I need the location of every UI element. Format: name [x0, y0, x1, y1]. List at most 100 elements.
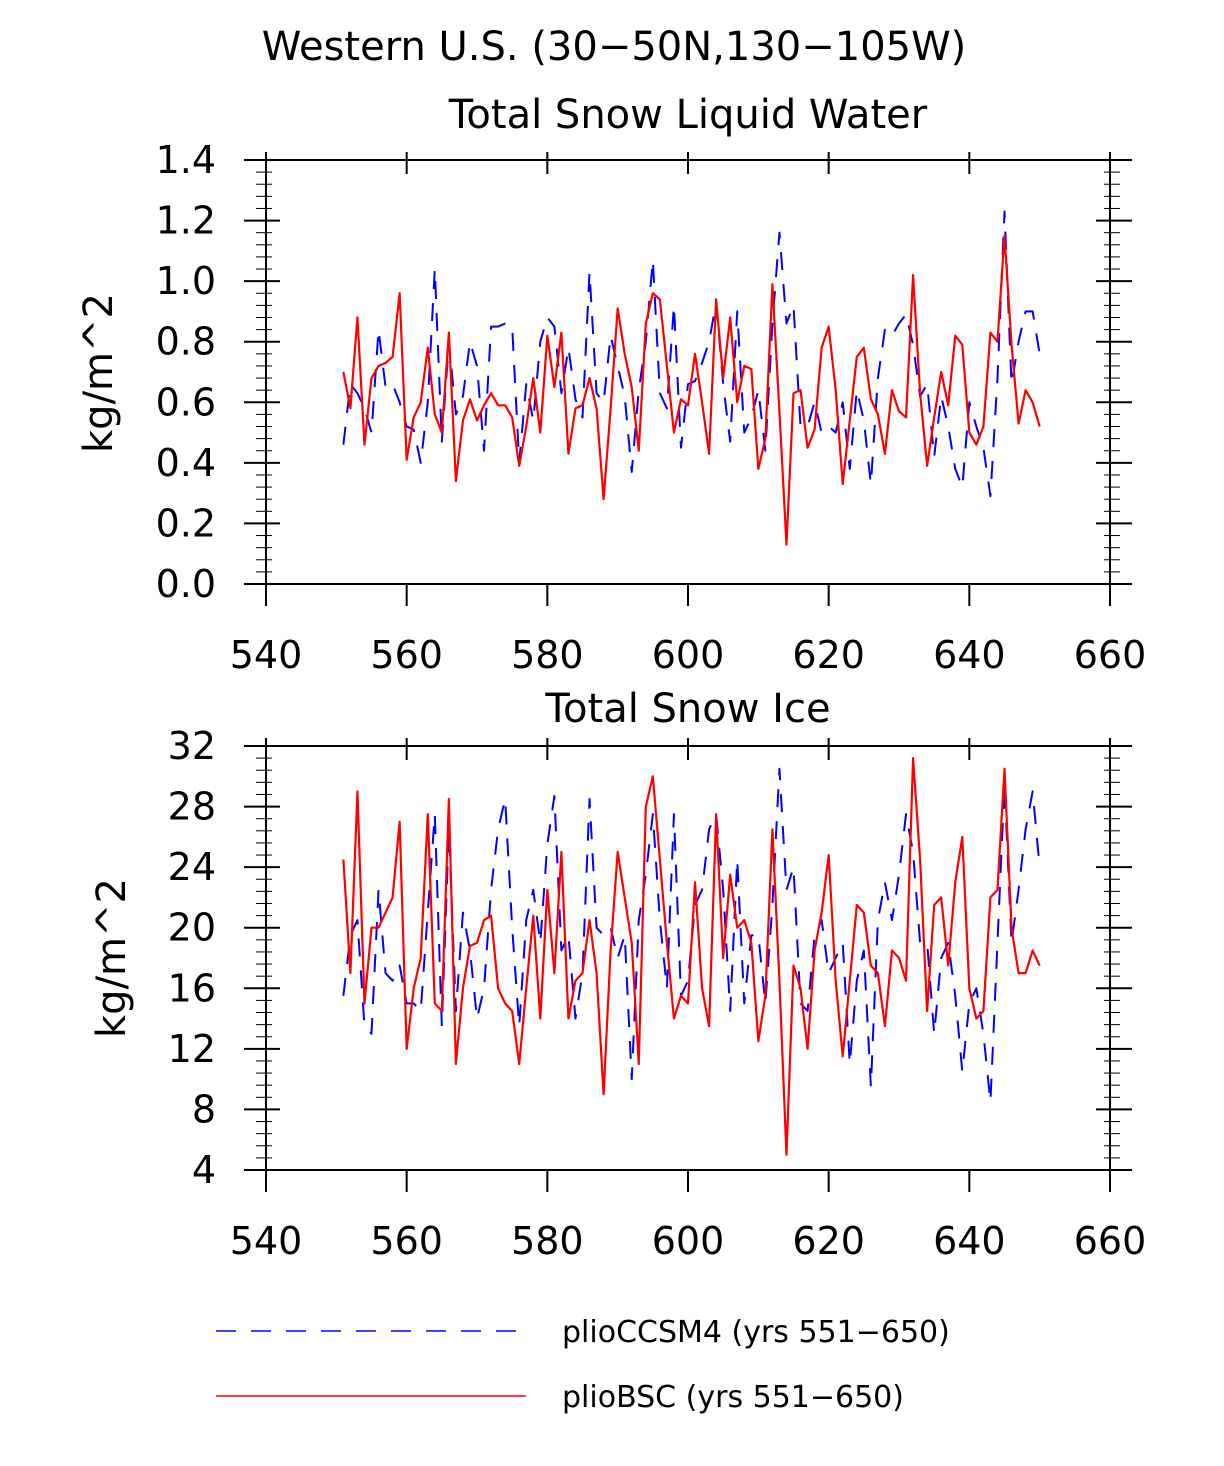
data-point-pliobsc	[596, 972, 598, 974]
data-point-pliobsc	[933, 417, 935, 419]
data-point-plioccsm4	[990, 495, 992, 497]
data-point-pliobsc	[969, 432, 971, 434]
data-point-plioccsm4	[638, 389, 640, 391]
data-point-pliobsc	[420, 401, 422, 403]
data-point-plioccsm4	[455, 414, 457, 416]
data-point-pliobsc	[413, 417, 415, 419]
y-axis-label-liquid-water: kg/m^2	[76, 293, 122, 453]
data-point-plioccsm4	[596, 392, 598, 394]
data-point-plioccsm4	[357, 919, 359, 921]
data-point-pliobsc	[378, 365, 380, 367]
data-point-plioccsm4	[969, 1003, 971, 1005]
data-point-plioccsm4	[849, 1063, 851, 1065]
x-tick-label: 600	[652, 1219, 725, 1263]
data-point-pliobsc	[364, 1003, 366, 1005]
data-point-plioccsm4	[582, 417, 584, 419]
data-point-plioccsm4	[1025, 828, 1027, 830]
data-point-plioccsm4	[1032, 311, 1034, 313]
data-point-pliobsc	[371, 377, 373, 379]
data-point-pliobsc	[940, 371, 942, 373]
data-point-plioccsm4	[687, 383, 689, 385]
data-point-plioccsm4	[758, 389, 760, 391]
data-point-plioccsm4	[652, 813, 654, 815]
data-point-plioccsm4	[905, 813, 907, 815]
data-point-plioccsm4	[554, 795, 556, 797]
x-tick-label: 560	[370, 633, 443, 677]
data-point-pliobsc	[645, 323, 647, 325]
data-point-plioccsm4	[420, 1010, 422, 1012]
data-point-plioccsm4	[483, 450, 485, 452]
data-point-pliobsc	[455, 480, 457, 482]
data-point-plioccsm4	[722, 889, 724, 891]
data-point-plioccsm4	[462, 395, 464, 397]
data-point-plioccsm4	[708, 341, 710, 343]
data-point-plioccsm4	[497, 326, 499, 328]
data-point-pliobsc	[427, 347, 429, 349]
data-point-pliobsc	[708, 453, 710, 455]
y-tick-label: 0.2	[156, 501, 216, 545]
data-point-pliobsc	[969, 987, 971, 989]
data-point-plioccsm4	[610, 335, 612, 337]
data-point-pliobsc	[1039, 965, 1041, 967]
data-point-pliobsc	[490, 392, 492, 394]
x-tick-label: 660	[1074, 633, 1147, 677]
data-point-pliobsc	[343, 859, 345, 861]
data-point-plioccsm4	[603, 401, 605, 403]
data-point-pliobsc	[736, 927, 738, 929]
data-point-pliobsc	[765, 438, 767, 440]
x-tick-label: 580	[511, 633, 584, 677]
legend: plioCCSM4 (yrs 551−650) plioBSC (yrs 551…	[216, 1315, 950, 1415]
data-point-plioccsm4	[518, 1025, 520, 1027]
data-point-plioccsm4	[1025, 311, 1027, 313]
ticks-liquid-water: 540 560 580 600 620 640 660 0.0 0.2 0.4 0.6 0.8 1.0 1…	[156, 138, 1147, 677]
data-point-pliobsc	[666, 365, 668, 367]
x-tick-label: 540	[230, 633, 303, 677]
data-point-pliobsc	[877, 414, 879, 416]
data-point-pliobsc	[673, 1018, 675, 1020]
panel-title-liquid-water: Total Snow Liquid Water	[448, 92, 928, 138]
data-point-pliobsc	[575, 980, 577, 982]
data-point-pliobsc	[947, 405, 949, 407]
y-tick-label: 0.8	[156, 320, 216, 364]
data-point-plioccsm4	[504, 798, 506, 800]
data-point-plioccsm4	[701, 889, 703, 891]
data-point-plioccsm4	[378, 329, 380, 331]
data-point-pliobsc	[758, 468, 760, 470]
data-point-plioccsm4	[371, 432, 373, 434]
data-point-pliobsc	[343, 371, 345, 373]
data-point-plioccsm4	[736, 859, 738, 861]
data-point-plioccsm4	[898, 323, 900, 325]
y-tick-label: 0.4	[156, 441, 216, 485]
data-point-plioccsm4	[378, 889, 380, 891]
data-point-pliobsc	[434, 1003, 436, 1005]
data-point-pliobsc	[469, 945, 471, 947]
data-point-plioccsm4	[392, 383, 394, 385]
data-point-plioccsm4	[624, 395, 626, 397]
data-point-pliobsc	[547, 889, 549, 891]
data-point-plioccsm4	[800, 1003, 802, 1005]
data-point-plioccsm4	[751, 934, 753, 936]
data-point-pliobsc	[610, 408, 612, 410]
data-point-plioccsm4	[504, 323, 506, 325]
data-point-plioccsm4	[532, 889, 534, 891]
plot-frame-liquid-water	[265, 159, 1111, 585]
data-point-plioccsm4	[947, 942, 949, 944]
data-point-pliobsc	[540, 1018, 542, 1020]
data-point-pliobsc	[793, 965, 795, 967]
data-point-pliobsc	[617, 308, 619, 310]
data-point-pliobsc	[814, 950, 816, 952]
data-point-pliobsc	[659, 859, 661, 861]
data-point-plioccsm4	[680, 447, 682, 449]
data-point-pliobsc	[680, 398, 682, 400]
series-line-pliobsc-liquid-water	[342, 234, 1041, 546]
data-point-plioccsm4	[814, 401, 816, 403]
data-point-plioccsm4	[525, 919, 527, 921]
data-point-plioccsm4	[828, 426, 830, 428]
data-point-pliobsc	[722, 957, 724, 959]
data-point-plioccsm4	[701, 362, 703, 364]
data-point-plioccsm4	[870, 483, 872, 485]
data-point-plioccsm4	[786, 889, 788, 891]
data-point-pliobsc	[694, 353, 696, 355]
data-point-plioccsm4	[947, 426, 949, 428]
data-point-pliobsc	[399, 292, 401, 294]
